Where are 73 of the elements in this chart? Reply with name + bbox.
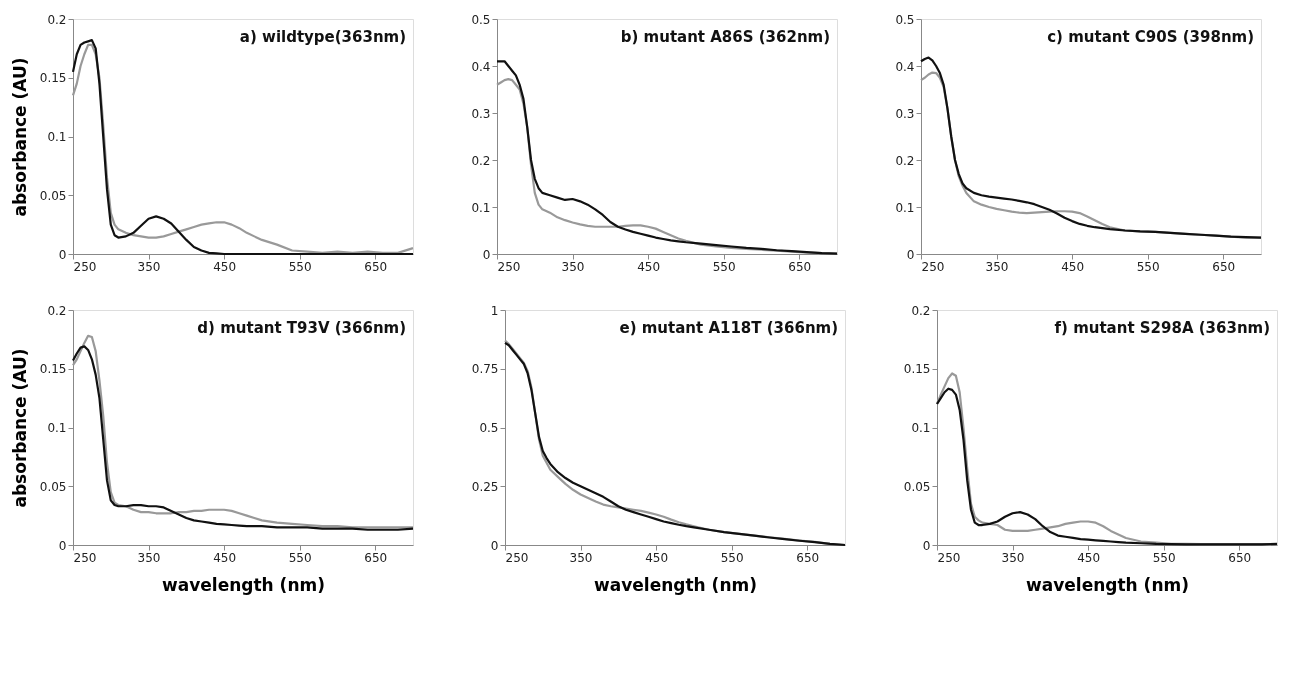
y-tick-label: 0.4 (471, 59, 491, 74)
text: f) mutant S298A (363nm) (1054, 319, 1271, 337)
y-tick-label: 0.05 (39, 479, 67, 494)
y-tick-label: 0.1 (895, 200, 915, 215)
x-tick-label: 250 (497, 259, 521, 274)
y-tick-label: 0.15 (39, 71, 67, 86)
y-tick-label: 0.05 (39, 188, 67, 203)
x-tick-label: 450 (1061, 259, 1085, 274)
y-tick-label: 0.1 (47, 130, 67, 144)
x-tick-label: 550 (712, 259, 736, 274)
x-tick-label: 250 (505, 550, 529, 565)
y-tick-label: 0.3 (895, 106, 915, 121)
x-tick-label: 550 (288, 550, 312, 565)
y-tick-label: 0.75 (471, 362, 499, 377)
x-axis-title: wavelength (nm) (1026, 574, 1189, 595)
text: a) wildtype(363nm) (239, 28, 407, 46)
x-tick-label: 650 (364, 550, 388, 565)
y-tick-label: 0.25 (471, 479, 499, 494)
x-tick-label: 550 (720, 550, 744, 565)
x-tick-label: 550 (1136, 259, 1160, 274)
x-tick-label: 550 (288, 259, 312, 274)
y-tick-label: 0.2 (47, 303, 67, 318)
x-tick-label: 350 (137, 550, 161, 565)
y-tick-label: 0.15 (39, 362, 67, 377)
x-tick-label: 650 (788, 259, 812, 274)
x-tick-label: 450 (645, 550, 669, 565)
y-tick-label: 0.5 (471, 12, 491, 27)
y-tick-label: 0 (922, 538, 931, 553)
x-tick-label: 450 (1077, 550, 1101, 565)
x-tick-label: 450 (213, 259, 237, 274)
x-tick-label: 650 (1212, 259, 1236, 274)
y-tick-label: 0.5 (895, 12, 915, 27)
x-tick-label: 250 (73, 259, 97, 274)
x-tick-label: 350 (1001, 550, 1025, 565)
x-tick-label: 350 (561, 259, 585, 274)
x-axis-title: wavelength (nm) (594, 574, 757, 595)
y-tick-label: 0 (58, 538, 67, 553)
x-axis-title: wavelength (nm) (162, 574, 325, 595)
x-tick-label: 250 (73, 550, 97, 565)
y-tick-label: 0 (482, 247, 491, 262)
text: e) mutant A118T (366nm) (619, 319, 839, 337)
y-tick-label: 1 (490, 303, 499, 318)
y-tick-label: 0.3 (471, 106, 491, 121)
x-tick-label: 250 (921, 259, 945, 274)
x-tick-label: 550 (1152, 550, 1176, 565)
y-tick-label: 0.05 (903, 479, 931, 494)
y-tick-label: 0 (58, 247, 67, 262)
text: b) mutant A86S (362nm) (620, 28, 831, 46)
y-tick-label: 0 (906, 247, 915, 262)
x-tick-label: 350 (137, 259, 161, 274)
text: d) mutant T93V (366nm) (197, 319, 407, 337)
y-tick-label: 0.2 (911, 303, 931, 318)
y-tick-label: 0.1 (911, 421, 931, 435)
x-tick-label: 250 (937, 550, 961, 565)
x-tick-label: 350 (569, 550, 593, 565)
y-axis-title: absorbance (AU) (9, 57, 30, 217)
y-tick-label: 0.15 (903, 362, 931, 377)
y-tick-label: 0.4 (895, 59, 915, 74)
text: c) mutant C90S (398nm) (1047, 28, 1255, 46)
x-tick-label: 450 (637, 259, 661, 274)
y-tick-label: 0.5 (479, 421, 499, 435)
y-axis-title: absorbance (AU) (9, 348, 30, 508)
y-tick-label: 0.2 (47, 12, 67, 27)
x-tick-label: 450 (213, 550, 237, 565)
y-tick-label: 0.2 (895, 153, 915, 168)
x-tick-label: 650 (796, 550, 820, 565)
x-tick-label: 650 (364, 259, 388, 274)
x-tick-label: 650 (1228, 550, 1252, 565)
x-tick-label: 350 (985, 259, 1009, 274)
y-tick-label: 0 (490, 538, 499, 553)
y-tick-label: 0.2 (471, 153, 491, 168)
y-tick-label: 0.1 (471, 200, 491, 215)
y-tick-label: 0.1 (47, 421, 67, 435)
